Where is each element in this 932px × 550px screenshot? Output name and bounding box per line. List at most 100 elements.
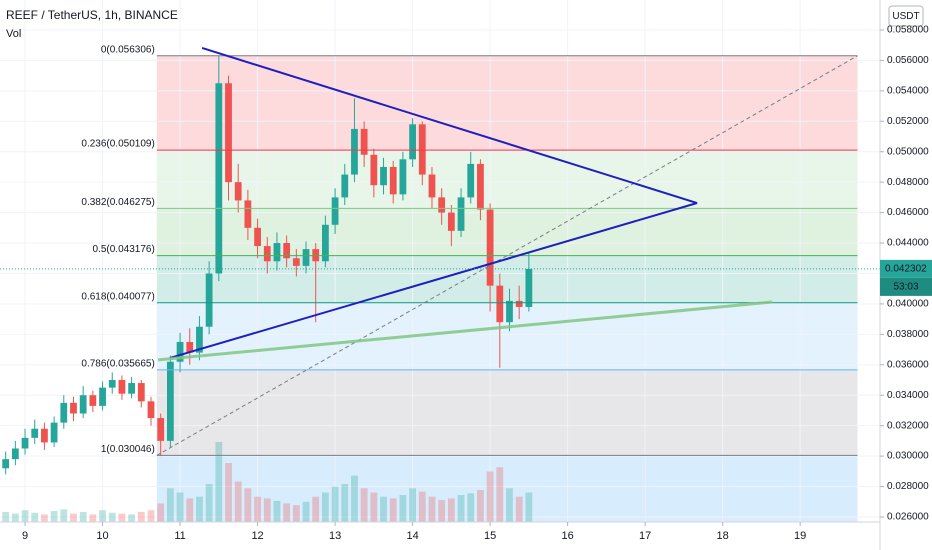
candle-body — [99, 387, 106, 406]
fib-trend-line — [156, 55, 858, 456]
candle-body — [21, 437, 29, 449]
candle-body — [186, 341, 194, 353]
volume-bar — [89, 514, 97, 522]
candle-body — [60, 402, 68, 423]
volume-bar — [428, 496, 436, 522]
trend-line — [157, 300, 773, 362]
volume-bar — [147, 510, 155, 522]
volume-bar — [50, 511, 58, 522]
candle-body — [409, 124, 416, 160]
fib-zone — [156, 455, 858, 522]
candle-body — [428, 174, 436, 198]
candle-body — [302, 249, 310, 266]
candle-body — [196, 326, 203, 353]
candle-body — [166, 361, 174, 441]
candle-body — [496, 285, 504, 323]
countdown-label: 53:03 — [893, 282, 918, 293]
volume-bar — [186, 498, 194, 522]
volume-bar — [302, 501, 310, 522]
candle-body — [506, 300, 513, 323]
candle-body — [205, 273, 213, 327]
volume-bar — [399, 495, 407, 522]
candle-body — [89, 395, 97, 406]
volume-bar — [196, 496, 203, 522]
x-tick-label: 10 — [96, 530, 108, 542]
y-tick-label: 0.048000 — [887, 177, 929, 188]
fib-level-label: 0.236(0.050109) — [81, 139, 154, 150]
y-tick-label: 0.044000 — [887, 238, 929, 249]
x-tick-label: 17 — [639, 530, 651, 542]
x-tick-label: 12 — [251, 530, 263, 542]
candle-body — [486, 209, 494, 286]
y-tick-label: 0.040000 — [887, 299, 929, 310]
candle-body — [438, 197, 446, 213]
candle-body — [31, 428, 39, 438]
y-tick-label: 0.050000 — [887, 146, 929, 157]
volume-bar — [176, 492, 184, 522]
fib-zone — [156, 55, 858, 151]
candle-body — [418, 124, 426, 175]
trend-line — [169, 202, 698, 359]
volume-bar — [486, 471, 494, 522]
volume-bar — [389, 498, 397, 522]
y-tick-label: 0.028000 — [887, 481, 929, 492]
candle-body — [283, 243, 291, 259]
volume-bar — [41, 514, 48, 522]
y-tick-label: 0.036000 — [887, 359, 929, 370]
candle-body — [447, 212, 455, 231]
y-tick-label: 0.058000 — [887, 25, 929, 36]
volume-bar — [225, 463, 232, 522]
trend-line — [201, 46, 698, 204]
candle-body — [225, 83, 232, 183]
volume-bar — [283, 503, 291, 522]
fib-level-label: 0.5(0.043176) — [93, 244, 155, 255]
volume-bar — [108, 512, 116, 522]
volume-bar — [166, 488, 174, 522]
candle-body — [370, 154, 378, 186]
y-tick-label: 0.030000 — [887, 451, 929, 462]
fib-level-label: 1(0.030046) — [101, 444, 155, 455]
candle-body — [137, 383, 145, 402]
x-tick-label: 16 — [561, 530, 573, 542]
fib-zone — [156, 255, 858, 303]
candle-body — [351, 128, 358, 175]
volume-bar — [273, 500, 281, 522]
candle-body — [292, 258, 300, 266]
y-tick-label: 0.056000 — [887, 55, 929, 66]
volume-bar — [496, 467, 504, 522]
x-tick-label: 19 — [794, 530, 806, 542]
candle-body — [128, 383, 136, 394]
volume-bar — [118, 513, 126, 522]
volume-bar — [157, 503, 165, 522]
volume-bar — [506, 488, 513, 522]
candle-body — [477, 163, 484, 210]
volume-bar — [467, 493, 475, 522]
volume-bar — [79, 511, 87, 522]
volume-bar — [477, 490, 484, 522]
volume-bar — [70, 513, 77, 522]
volume-bar — [447, 498, 455, 522]
volume-bar — [457, 495, 465, 522]
currency-label[interactable]: USDT — [892, 11, 919, 22]
fib-zone — [156, 150, 858, 209]
currency-button[interactable] — [888, 5, 924, 27]
candle-body — [263, 246, 271, 262]
volume-bar — [254, 496, 261, 522]
fib-zone — [156, 369, 858, 456]
candle-body — [360, 128, 368, 155]
last-price-box — [880, 259, 932, 278]
candle-body — [467, 163, 475, 198]
candle-body — [515, 300, 523, 307]
volume-bar — [312, 496, 320, 522]
x-tick-label: 9 — [22, 530, 28, 542]
candle-body — [176, 341, 184, 362]
volume-bar — [99, 510, 106, 522]
candle-body — [11, 448, 19, 460]
candle-body — [157, 418, 165, 441]
volume-bar — [11, 513, 19, 522]
candle-body — [2, 459, 10, 469]
candle-body — [41, 428, 48, 443]
volume-bar — [360, 488, 368, 522]
fib-level-label: 0(0.056306) — [101, 44, 155, 55]
